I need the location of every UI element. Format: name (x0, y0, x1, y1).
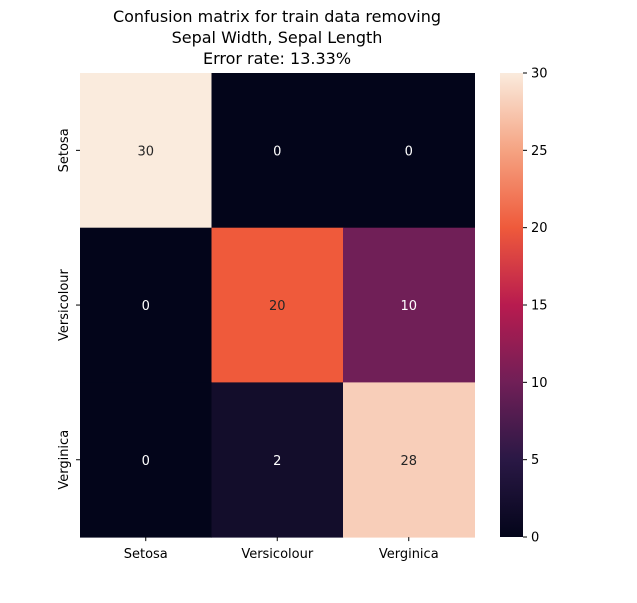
colorbar-tick-label: 0 (531, 531, 539, 546)
cell-value-r0-c2: 0 (405, 144, 413, 159)
heatmap-cell-r0-c1 (211, 73, 344, 229)
heatmap-cell-r1-c1 (211, 227, 344, 383)
colorbar-tick-label: 5 (531, 453, 539, 468)
x-tick-label: Setosa (124, 547, 168, 562)
y-axis-ticks: Setosa Versicolour Verginica (57, 128, 80, 490)
colorbar-tick-label: 20 (531, 221, 548, 236)
chart-title: Confusion matrix for train data removing… (113, 7, 441, 68)
title-line-2: Sepal Width, Sepal Length (172, 28, 383, 47)
heatmap-annotations: 30 0 0 0 20 10 0 2 28 (137, 144, 417, 468)
cell-value-r1-c0: 0 (142, 299, 150, 314)
cell-value-r2-c2: 28 (400, 454, 417, 469)
colorbar-ticks: 0 5 10 15 20 25 30 (523, 67, 548, 546)
y-tick-label: Verginica (57, 430, 72, 490)
cell-value-r2-c0: 0 (142, 454, 150, 469)
cell-value-r1-c1: 20 (269, 299, 286, 314)
heatmap-cell-r2-c0 (80, 382, 212, 538)
x-axis-ticks: Setosa Versicolour Verginica (124, 537, 439, 562)
colorbar-tick-label: 30 (531, 67, 548, 82)
heatmap-cell-r2-c1 (211, 382, 344, 538)
y-tick-label: Versicolour (57, 268, 72, 341)
colorbar-tick-label: 25 (531, 144, 548, 159)
cell-value-r0-c1: 0 (273, 144, 281, 159)
cell-value-r1-c2: 10 (400, 299, 417, 314)
heatmap-cell-r0-c2 (343, 73, 475, 229)
cell-value-r0-c0: 30 (137, 144, 154, 159)
colorbar-tick-label: 15 (531, 299, 548, 314)
heatmap-cells (80, 73, 475, 538)
heatmap-cell-r1-c2 (343, 227, 475, 383)
cell-value-r2-c1: 2 (273, 454, 281, 469)
x-tick-label: Versicolour (241, 547, 314, 562)
y-tick-label: Setosa (57, 128, 72, 172)
title-line-1: Confusion matrix for train data removing (113, 7, 441, 26)
x-tick-label: Verginica (379, 547, 439, 562)
heatmap-cell-r2-c2 (343, 382, 475, 538)
title-line-3: Error rate: 13.33% (203, 49, 351, 68)
colorbar-gradient (500, 73, 523, 537)
colorbar-tick-label: 10 (531, 376, 548, 391)
heatmap-cell-r0-c0 (80, 73, 212, 229)
heatmap-cell-r1-c0 (80, 227, 212, 383)
colorbar: 0 5 10 15 20 25 30 (500, 67, 548, 546)
